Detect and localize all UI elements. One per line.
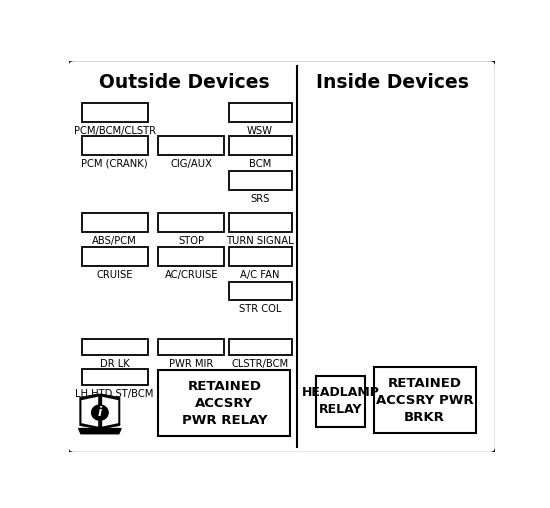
Bar <box>81 369 147 385</box>
Text: RETAINED
ACCSRY
PWR RELAY: RETAINED ACCSRY PWR RELAY <box>182 379 267 427</box>
Polygon shape <box>98 394 101 429</box>
Text: ABS/PCM: ABS/PCM <box>92 236 137 246</box>
Text: LH HTD ST/BCM: LH HTD ST/BCM <box>75 389 154 399</box>
Text: Outside Devices: Outside Devices <box>98 73 269 92</box>
Text: AC/CRUISE: AC/CRUISE <box>164 270 218 280</box>
Text: RETAINED
ACCSRY PWR
BRKR: RETAINED ACCSRY PWR BRKR <box>376 376 474 424</box>
Text: PWR MIR: PWR MIR <box>169 359 213 369</box>
Polygon shape <box>79 429 121 434</box>
Bar <box>229 171 292 190</box>
Text: Inside Devices: Inside Devices <box>316 73 469 92</box>
Polygon shape <box>102 397 118 427</box>
Bar <box>229 136 292 155</box>
Text: TURN SIGNAL: TURN SIGNAL <box>226 236 294 246</box>
Bar <box>229 213 292 232</box>
Text: PCM (CRANK): PCM (CRANK) <box>81 158 148 169</box>
Text: CLSTR/BCM: CLSTR/BCM <box>232 359 289 369</box>
Bar <box>229 247 292 266</box>
Polygon shape <box>101 394 120 429</box>
Text: PCM/BCM/CLSTR: PCM/BCM/CLSTR <box>74 125 156 136</box>
Bar <box>373 367 476 433</box>
Bar <box>81 136 147 155</box>
Text: BCM: BCM <box>249 158 271 169</box>
Bar <box>81 213 147 232</box>
Circle shape <box>92 405 108 420</box>
Bar <box>158 213 224 232</box>
Bar <box>158 136 224 155</box>
Bar <box>316 376 365 427</box>
Text: i: i <box>98 406 102 419</box>
Text: CIG/AUX: CIG/AUX <box>170 158 212 169</box>
Bar <box>81 103 147 121</box>
FancyBboxPatch shape <box>68 60 496 453</box>
Text: HEADLAMP
RELAY: HEADLAMP RELAY <box>301 386 380 416</box>
Bar <box>158 247 224 266</box>
Text: A/C FAN: A/C FAN <box>240 270 280 280</box>
Bar <box>158 339 224 355</box>
Bar <box>158 370 290 436</box>
Text: SRS: SRS <box>250 194 270 204</box>
Text: STR COL: STR COL <box>239 304 281 314</box>
Polygon shape <box>80 394 99 429</box>
Bar <box>229 103 292 121</box>
Bar <box>229 281 292 300</box>
Bar <box>81 339 147 355</box>
Bar <box>81 247 147 266</box>
Text: WSW: WSW <box>247 125 273 136</box>
Text: STOP: STOP <box>178 236 204 246</box>
Text: DR LK: DR LK <box>100 359 129 369</box>
Bar <box>229 339 292 355</box>
Polygon shape <box>81 397 98 427</box>
Text: CRUISE: CRUISE <box>96 270 133 280</box>
